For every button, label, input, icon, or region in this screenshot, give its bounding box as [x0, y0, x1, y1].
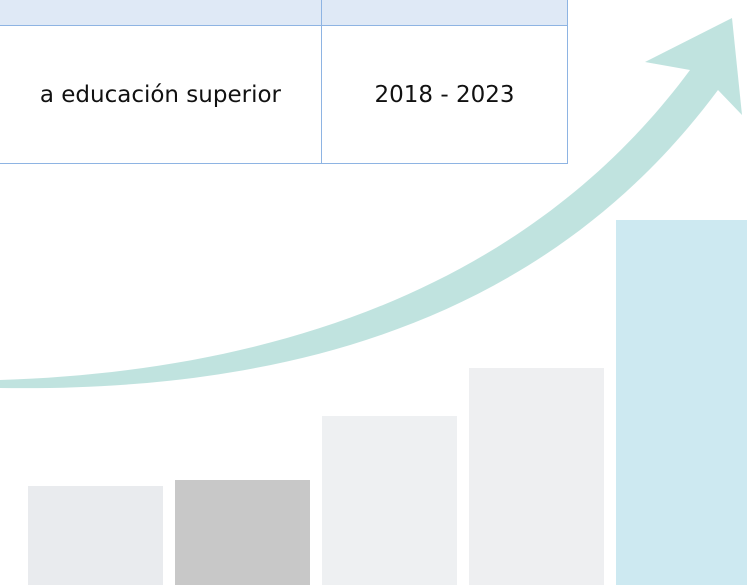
page: {"table": {"rows": [["a educación superi… [0, 0, 747, 585]
table: a educación superior 2018 - 2023 [0, 0, 568, 164]
decor-bar [469, 368, 604, 585]
table-cell: 2018 - 2023 [322, 26, 568, 164]
decor-bar [175, 480, 310, 585]
header-cell [322, 0, 568, 26]
header-row [0, 0, 568, 26]
decor-bar [616, 220, 747, 585]
table-row: a educación superior 2018 - 2023 [0, 26, 568, 164]
decor-bar [28, 486, 163, 585]
header-cell [0, 0, 322, 26]
table-cell: a educación superior [0, 26, 322, 164]
decor-bar [322, 416, 457, 585]
